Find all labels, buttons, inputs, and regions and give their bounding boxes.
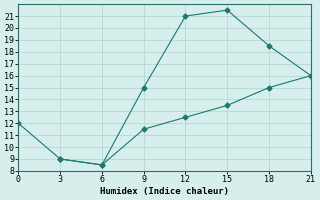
X-axis label: Humidex (Indice chaleur): Humidex (Indice chaleur): [100, 187, 229, 196]
